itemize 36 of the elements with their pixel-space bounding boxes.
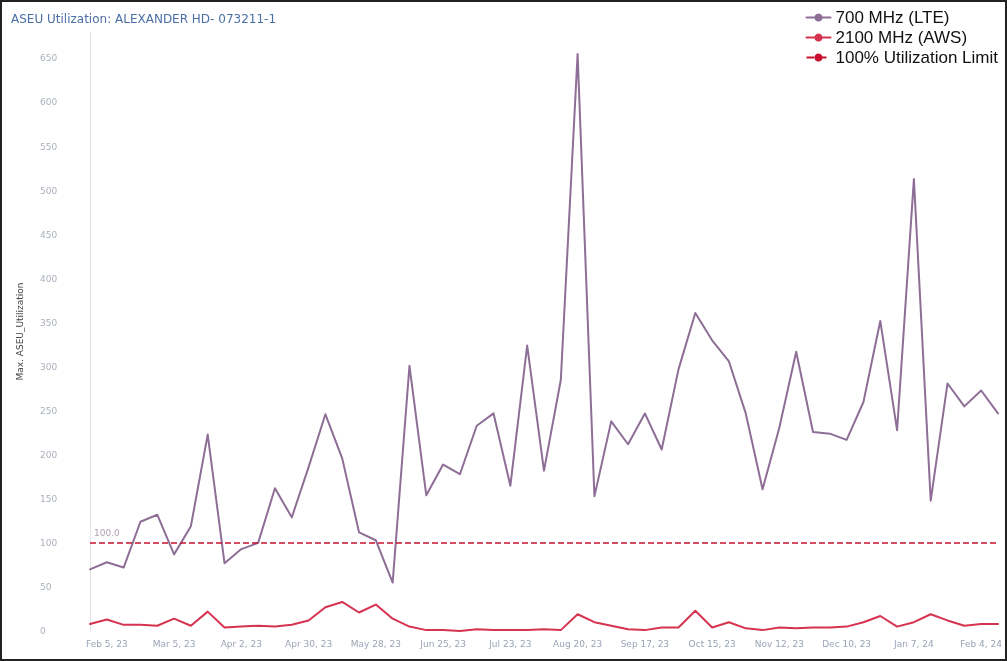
y-tick-label: 300 — [40, 361, 58, 372]
line-series — [89, 53, 999, 584]
x-tick-label: Apr 2, 23 — [220, 638, 262, 649]
legend-label: 700 MHz (LTE) — [835, 8, 950, 27]
x-tick-label: Jul 23, 23 — [488, 638, 532, 649]
x-tick-label: May 28, 23 — [350, 638, 401, 649]
x-tick-label: Aug 20, 23 — [553, 638, 603, 649]
y-tick-label: 50 — [40, 581, 52, 592]
x-tick-label: Apr 30, 23 — [285, 638, 333, 649]
y-tick-label: 550 — [40, 141, 58, 152]
chart-title: ASEU Utilization: ALEXANDER HD- 073211-1 — [11, 12, 277, 26]
legend-label: 2100 MHz (AWS) — [835, 28, 968, 47]
x-tick-label: Sep 17, 23 — [620, 638, 670, 649]
x-tick-label: Oct 15, 23 — [688, 638, 736, 649]
y-tick-label: 500 — [40, 185, 58, 196]
x-tick-label: Nov 12, 23 — [754, 638, 804, 649]
y-tick-label: 150 — [40, 493, 58, 504]
y-tick-label: 600 — [40, 97, 58, 108]
y-tick-label: 100 — [40, 537, 58, 548]
line-series — [89, 600, 999, 632]
y-tick-label: 400 — [40, 273, 58, 284]
annotation: 100.0 — [94, 528, 121, 539]
legend-label: 100% Utilization Limit — [835, 48, 999, 67]
x-tick-label: Jun 25, 23 — [419, 638, 466, 649]
x-tick-label: Feb 4, 24 — [960, 638, 1003, 649]
y-tick-label: 250 — [40, 405, 58, 416]
y-axis-title: Max. ASEU_Utilization — [14, 282, 25, 381]
y-tick-label: 0 — [40, 626, 46, 636]
x-tick-label: Jan 7, 24 — [893, 638, 934, 649]
y-tick-label: 350 — [40, 317, 58, 328]
x-tick-label: Dec 10, 23 — [822, 638, 872, 649]
x-tick-label: Feb 5, 23 — [85, 638, 128, 649]
x-tick-label: Mar 5, 23 — [152, 638, 196, 649]
y-tick-label: 650 — [40, 53, 58, 64]
y-tick-label: 200 — [40, 449, 58, 460]
y-tick-label: 450 — [40, 229, 58, 240]
